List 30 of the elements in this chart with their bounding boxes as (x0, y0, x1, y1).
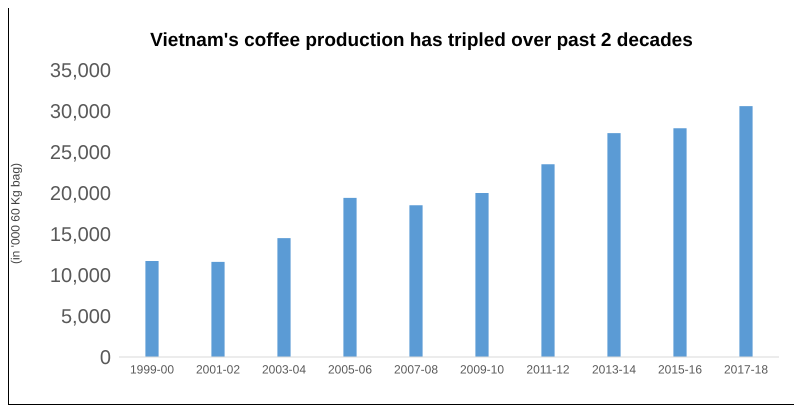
bar (739, 106, 753, 357)
y-tick-label: 10,000 (50, 265, 111, 288)
x-tick-label: 2009-10 (460, 362, 504, 377)
y-tick-label: 5,000 (60, 306, 111, 328)
x-tick-label: 2015-16 (658, 362, 702, 377)
x-tick-label: 2005-06 (328, 362, 372, 377)
bar (541, 164, 555, 357)
x-tick-label: 2011-12 (526, 362, 570, 377)
chart-title: Vietnam's coffee production has tripled over past 2 decades (149, 29, 694, 52)
y-tick-label: 20,000 (50, 183, 111, 206)
bar (211, 262, 225, 357)
y-tick-label: 25,000 (50, 142, 111, 164)
x-tick-label: 2001-02 (196, 362, 240, 377)
bar (409, 205, 423, 357)
y-tick-label: 0 (100, 347, 111, 370)
bar (343, 198, 357, 357)
x-tick-label: 1999-00 (130, 362, 174, 377)
x-tick-label: 2013-14 (592, 362, 636, 377)
bar (277, 238, 291, 357)
bar (607, 133, 621, 357)
x-tick-label: 2003-04 (262, 362, 306, 377)
bar (475, 193, 489, 357)
y-tick-label: 15,000 (50, 224, 111, 246)
x-tick-label: 2017-18 (724, 362, 768, 377)
y-tick-label: 35,000 (50, 60, 111, 82)
x-tick-label: 2007-08 (394, 362, 438, 377)
y-axis-title: (in '000 60 Kg bag) (8, 162, 22, 264)
bar (145, 261, 159, 357)
y-tick-label: 30,000 (50, 101, 111, 124)
bar (673, 128, 687, 357)
